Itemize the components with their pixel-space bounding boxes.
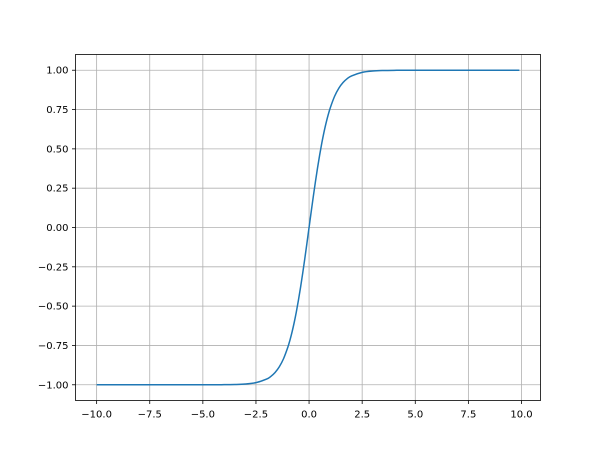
x-tick: 5.0	[407, 400, 423, 421]
x-tick-label: −10.0	[81, 410, 112, 421]
x-tick: −5.0	[191, 400, 215, 421]
y-tick: 1.00	[46, 66, 76, 77]
y-tick: −0.25	[38, 262, 76, 273]
x-tick: 0.0	[301, 400, 317, 421]
series	[96, 69, 520, 386]
y-tick-label: 0.75	[46, 105, 68, 116]
y-tick: 0.00	[46, 223, 76, 234]
axes-frame	[75, 54, 541, 401]
x-tick-label: −2.5	[244, 410, 268, 421]
ticks: −10.0 −7.5 −5.0 −2.5 0.0 2.5 5.0 7.5 10.0 −1.00 −0…	[38, 66, 533, 421]
y-tick: −1.00	[38, 380, 76, 391]
y-tick-label: 1.00	[46, 66, 68, 77]
y-tick-label: −0.50	[38, 302, 69, 313]
y-tick: −0.50	[38, 302, 76, 313]
y-tick-label: 0.00	[46, 223, 68, 234]
x-tick-label: −5.0	[191, 410, 215, 421]
y-tick: 0.50	[46, 144, 76, 155]
y-tick-label: −1.00	[38, 380, 69, 391]
x-tick-label: 2.5	[354, 410, 370, 421]
y-tick-label: 0.25	[46, 184, 68, 195]
series-line	[96, 69, 520, 386]
x-tick-label: 0.0	[301, 410, 317, 421]
x-tick: −7.5	[138, 400, 162, 421]
y-tick: 0.25	[46, 184, 76, 195]
x-tick: 10.0	[510, 400, 533, 421]
x-tick: 2.5	[354, 400, 370, 421]
x-tick-label: −7.5	[138, 410, 162, 421]
x-tick: 7.5	[460, 400, 476, 421]
y-tick-label: 0.50	[46, 144, 68, 155]
x-tick-label: 5.0	[407, 410, 423, 421]
y-tick: 0.75	[46, 105, 76, 116]
y-tick-label: −0.75	[38, 341, 69, 352]
x-tick-label: 10.0	[510, 410, 532, 421]
x-tick: −2.5	[244, 400, 268, 421]
y-tick: −0.75	[38, 341, 76, 352]
y-tick-label: −0.25	[38, 262, 69, 273]
x-tick-label: 7.5	[460, 410, 476, 421]
x-tick: −10.0	[81, 400, 112, 421]
grid	[75, 54, 541, 401]
